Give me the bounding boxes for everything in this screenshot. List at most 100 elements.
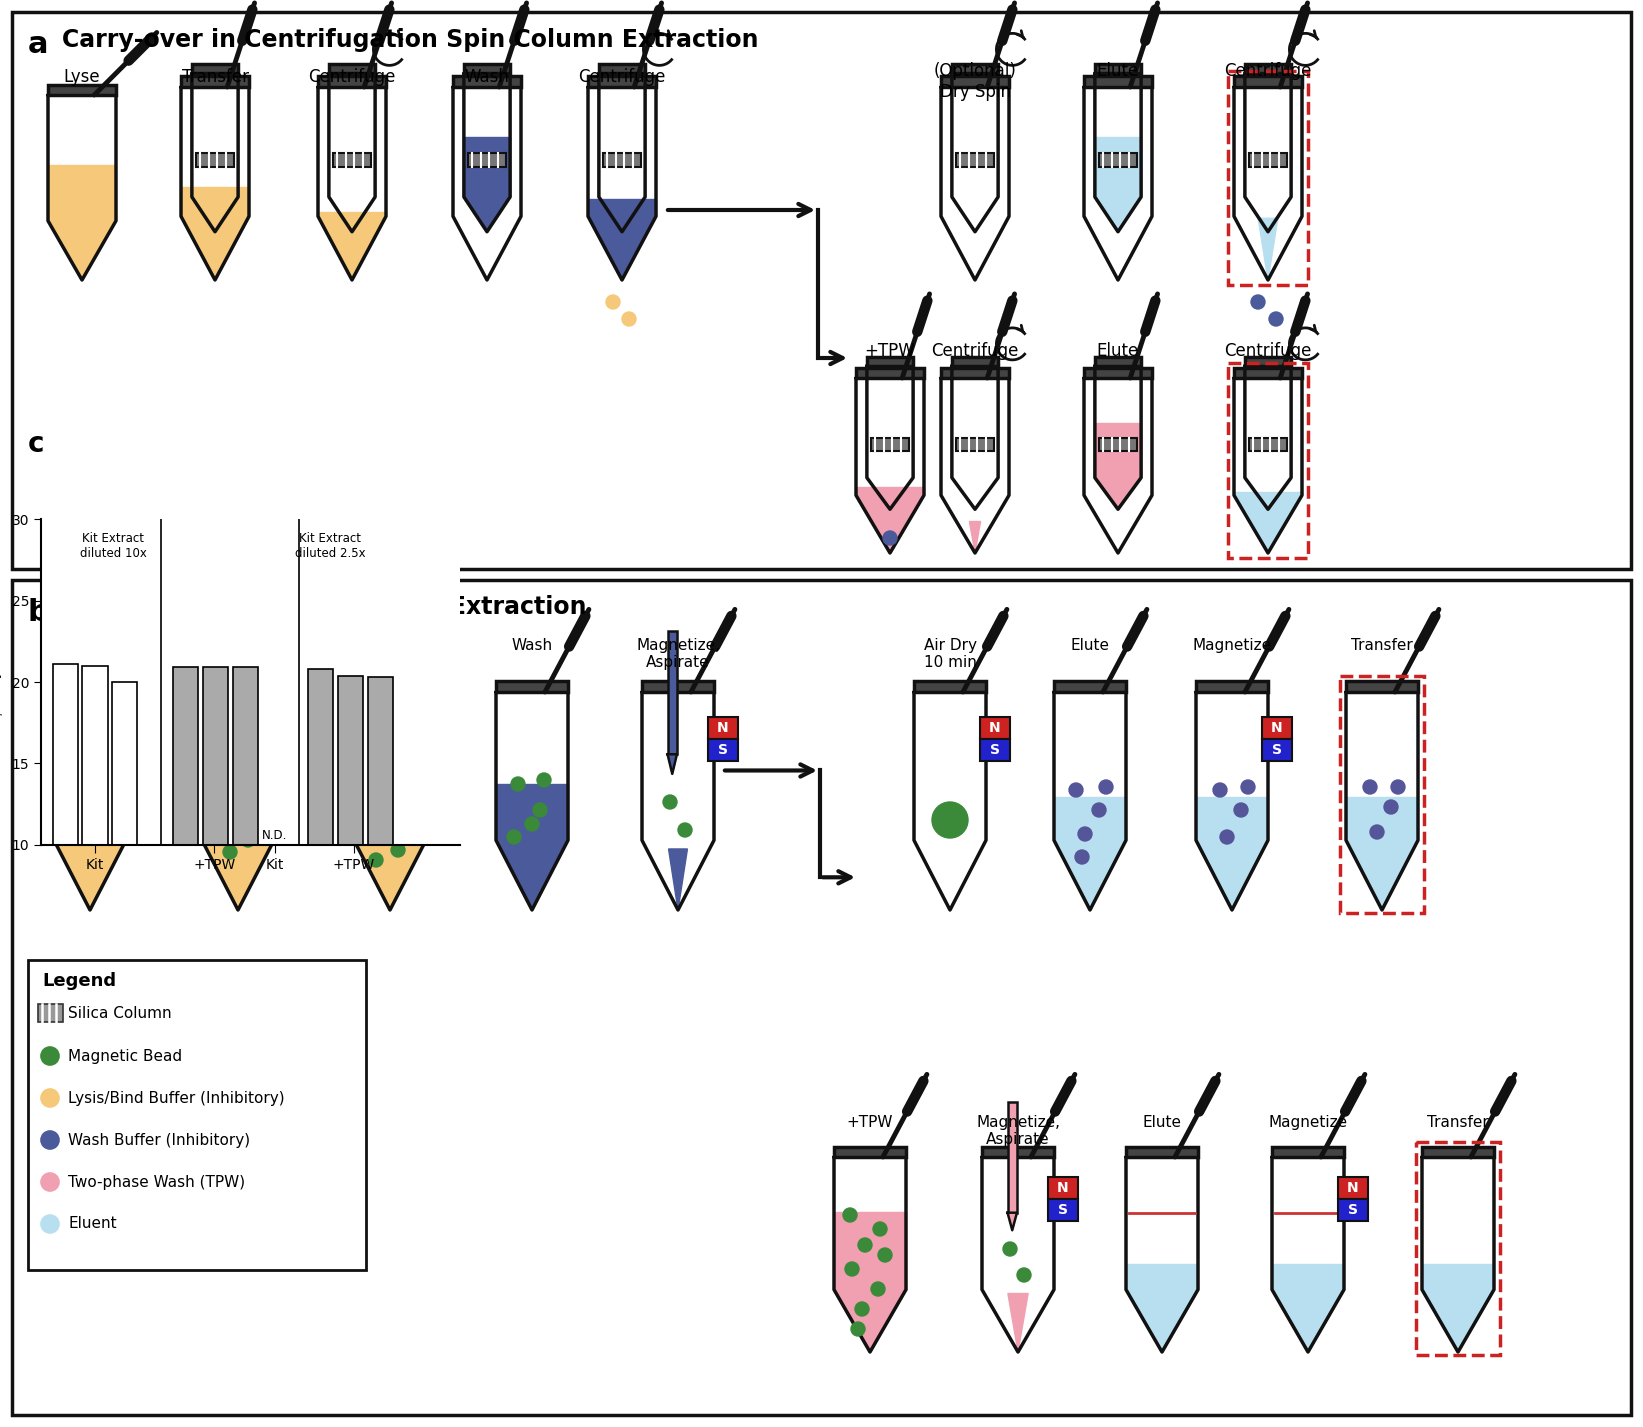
- Polygon shape: [54, 841, 127, 889]
- Polygon shape: [1447, 1333, 1469, 1351]
- Circle shape: [41, 1047, 59, 1065]
- Polygon shape: [856, 495, 923, 535]
- Polygon shape: [1007, 1293, 1029, 1351]
- Text: Transfer: Transfer: [181, 68, 248, 86]
- Bar: [368, 678, 393, 845]
- Bar: [468, 153, 506, 167]
- Polygon shape: [48, 221, 117, 263]
- Circle shape: [932, 802, 968, 838]
- Circle shape: [858, 1239, 872, 1251]
- Circle shape: [532, 803, 547, 818]
- Bar: [603, 153, 641, 167]
- Circle shape: [872, 1222, 887, 1236]
- Polygon shape: [202, 841, 274, 889]
- Text: +TPW: +TPW: [864, 342, 915, 360]
- Polygon shape: [1055, 796, 1125, 841]
- Bar: [951, 357, 997, 365]
- Text: N.D.: N.D.: [261, 829, 288, 842]
- Text: Kit Extract
diluted 2.5x: Kit Extract diluted 2.5x: [294, 532, 365, 561]
- Polygon shape: [1421, 1264, 1493, 1290]
- Polygon shape: [1111, 499, 1125, 509]
- Polygon shape: [496, 692, 568, 910]
- Circle shape: [214, 813, 227, 828]
- Circle shape: [41, 1132, 59, 1149]
- Bar: [835, 1147, 905, 1157]
- Circle shape: [1370, 825, 1383, 839]
- Bar: [419, 718, 450, 739]
- Bar: [53, 664, 77, 845]
- Text: Air Dry
10 min: Air Dry 10 min: [923, 638, 976, 671]
- Bar: [380, 631, 389, 755]
- Text: N: N: [429, 722, 440, 735]
- Polygon shape: [835, 1290, 905, 1333]
- Polygon shape: [642, 692, 715, 910]
- Text: N: N: [1056, 1182, 1068, 1196]
- Polygon shape: [1346, 796, 1418, 841]
- Bar: [453, 77, 521, 87]
- Text: Centrifuge: Centrifuge: [578, 68, 665, 86]
- Text: Elute: Elute: [1098, 61, 1139, 80]
- Bar: [1084, 77, 1152, 87]
- Polygon shape: [1421, 1290, 1493, 1333]
- Bar: [868, 357, 914, 365]
- Circle shape: [845, 1261, 859, 1276]
- Text: (Optional)
Dry Spin: (Optional) Dry Spin: [933, 61, 1017, 101]
- Circle shape: [537, 773, 550, 788]
- Polygon shape: [48, 96, 117, 280]
- Polygon shape: [588, 198, 656, 217]
- Polygon shape: [1125, 1264, 1198, 1290]
- Text: Wash: Wash: [511, 638, 552, 654]
- Bar: [941, 77, 1009, 87]
- Polygon shape: [202, 692, 274, 910]
- Bar: [496, 681, 568, 692]
- Bar: [1227, 71, 1308, 285]
- Polygon shape: [1196, 796, 1268, 841]
- Polygon shape: [181, 187, 250, 217]
- Text: Carry-over in Centrifugation Spin Column Extraction: Carry-over in Centrifugation Spin Column…: [62, 29, 759, 51]
- Bar: [307, 669, 334, 845]
- Bar: [1421, 1147, 1493, 1157]
- Text: Magnetize,
Aspirate: Magnetize, Aspirate: [348, 638, 432, 671]
- Polygon shape: [1055, 841, 1125, 889]
- Circle shape: [526, 818, 539, 831]
- Bar: [1048, 1200, 1078, 1222]
- Text: Carry-over in Magnetic Bead Extraction: Carry-over in Magnetic Bead Extraction: [62, 595, 587, 619]
- Bar: [202, 668, 228, 845]
- Circle shape: [41, 1173, 59, 1192]
- Polygon shape: [1346, 692, 1418, 910]
- Bar: [600, 64, 646, 73]
- Bar: [353, 681, 426, 692]
- Bar: [1341, 675, 1424, 913]
- Circle shape: [508, 831, 521, 843]
- Circle shape: [1075, 850, 1089, 863]
- Text: Wash: Wash: [465, 68, 509, 86]
- Circle shape: [1240, 781, 1255, 793]
- Circle shape: [1017, 1269, 1032, 1281]
- Polygon shape: [914, 692, 986, 910]
- Bar: [1337, 1177, 1367, 1200]
- Polygon shape: [1272, 1264, 1344, 1290]
- Circle shape: [41, 1089, 59, 1107]
- Text: Magnetize: Magnetize: [1268, 1114, 1347, 1130]
- Bar: [1262, 718, 1291, 739]
- Polygon shape: [205, 261, 225, 280]
- Circle shape: [1364, 781, 1377, 793]
- Bar: [956, 438, 994, 451]
- Text: Centrifuge: Centrifuge: [1224, 342, 1311, 360]
- Bar: [181, 77, 250, 87]
- Circle shape: [210, 761, 225, 773]
- Circle shape: [623, 313, 636, 325]
- Polygon shape: [1055, 692, 1125, 910]
- Text: b: b: [28, 598, 49, 626]
- Circle shape: [41, 1214, 59, 1233]
- Text: Elute: Elute: [1142, 1114, 1181, 1130]
- Bar: [1094, 357, 1142, 365]
- Polygon shape: [72, 263, 92, 280]
- Bar: [1227, 364, 1308, 558]
- Text: Elute: Elute: [1071, 638, 1109, 654]
- Bar: [173, 668, 199, 845]
- Polygon shape: [1234, 495, 1301, 535]
- Bar: [951, 64, 997, 73]
- Text: Wash Buffer (Inhibitory): Wash Buffer (Inhibitory): [67, 1133, 250, 1147]
- Text: N: N: [1270, 722, 1283, 735]
